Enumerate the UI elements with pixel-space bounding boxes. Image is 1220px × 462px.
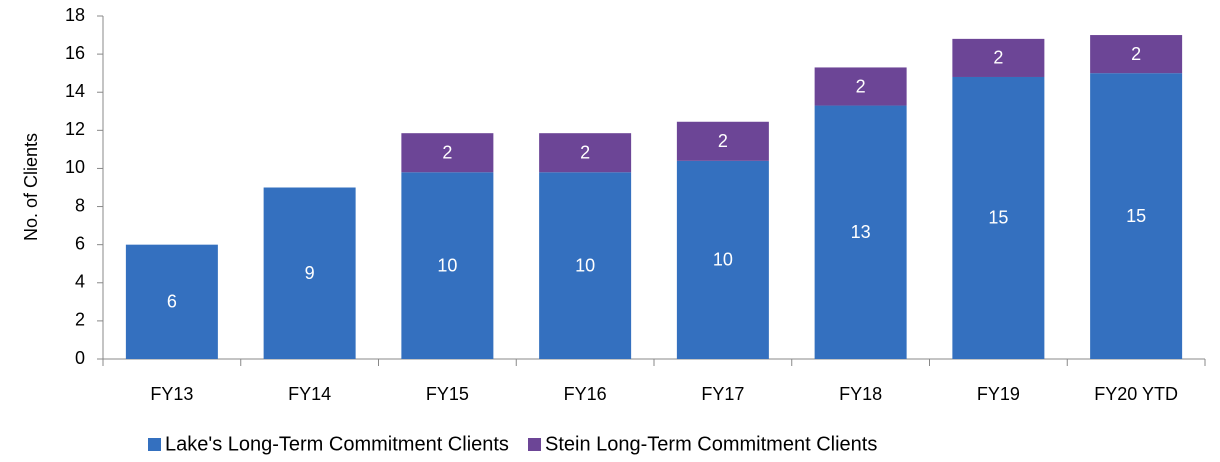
y-tick-label: 0 [75, 348, 85, 368]
data-label: 2 [856, 76, 866, 96]
data-label: 10 [713, 250, 733, 270]
y-tick-label: 2 [75, 310, 85, 330]
data-label: 15 [988, 208, 1008, 228]
legend-label: Lake's Long-Term Commitment Clients [165, 433, 509, 455]
x-tick-label: FY18 [839, 384, 882, 404]
bar-segment [539, 172, 632, 359]
y-tick-label: 12 [65, 119, 85, 139]
x-tick-label: FY15 [426, 384, 469, 404]
y-tick-label: 4 [75, 272, 85, 292]
data-label: 2 [718, 131, 728, 151]
data-label: 2 [580, 142, 590, 162]
y-tick-label: 8 [75, 195, 85, 215]
bar-segment [263, 187, 356, 359]
y-axis-title: No. of Clients [21, 133, 41, 241]
bar-segment [1090, 73, 1183, 360]
x-tick-label: FY20 YTD [1094, 384, 1178, 404]
bar-segment [814, 67, 907, 106]
data-label: 10 [575, 255, 595, 275]
y-tick-label: 6 [75, 233, 85, 253]
bar-segment [1090, 35, 1183, 74]
legend-swatch [528, 438, 541, 451]
legend-label: Stein Long-Term Commitment Clients [545, 433, 877, 455]
data-label: 10 [437, 255, 457, 275]
bar-segment [125, 244, 218, 359]
bar-segment [401, 133, 494, 173]
data-label: 2 [442, 142, 452, 162]
bar-segment [952, 38, 1045, 77]
data-label: 15 [1126, 206, 1146, 226]
data-label: 9 [305, 263, 315, 283]
legend-swatch [148, 438, 161, 451]
x-tick-label: FY14 [288, 384, 331, 404]
bar-segment [539, 133, 632, 173]
data-label: 13 [851, 222, 871, 242]
x-tick-label: FY19 [977, 384, 1020, 404]
y-tick-label: 10 [65, 157, 85, 177]
bar-segment [676, 121, 769, 161]
bar-segment [952, 76, 1045, 359]
bar-segment [401, 172, 494, 359]
x-tick-label: FY16 [564, 384, 607, 404]
y-tick-label: 14 [65, 81, 85, 101]
x-tick-label: FY17 [701, 384, 744, 404]
y-tick-label: 18 [65, 5, 85, 25]
data-label: 2 [1131, 44, 1141, 64]
data-label: 2 [993, 48, 1003, 68]
y-tick-label: 16 [65, 43, 85, 63]
bar-segment [676, 160, 769, 359]
data-label: 6 [167, 292, 177, 312]
x-tick-label: FY13 [150, 384, 193, 404]
bar-segment [814, 105, 907, 359]
